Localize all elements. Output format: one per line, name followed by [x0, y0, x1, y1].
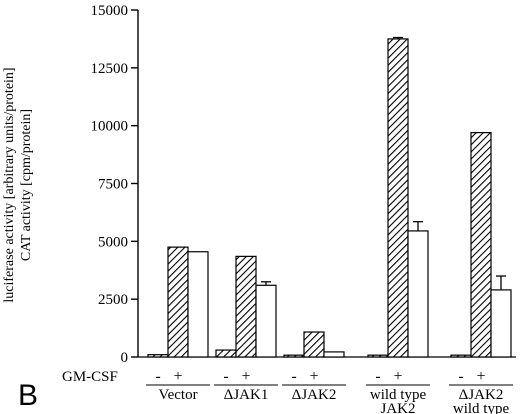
condition-sign-group1-1: -: [155, 368, 160, 385]
condition-sign-group4-2: +: [393, 368, 402, 385]
condition-sign-group4-1: -: [375, 368, 380, 385]
bar-group1-series2: [167, 246, 189, 358]
bar-group3-series1: [283, 354, 305, 358]
condition-sign-group5-1: -: [458, 368, 463, 385]
bar-group2-series1: [215, 349, 237, 358]
bar-group5-series3: [490, 289, 512, 358]
condition-sign-group3-2: +: [309, 368, 318, 385]
condition-sign-group3-1: -: [291, 368, 296, 385]
group-label-5-line-2: wild type: [453, 401, 510, 414]
y-tick-label-2500: 2500: [98, 292, 128, 308]
bar-group3-series2: [303, 331, 325, 358]
group-label-5-line-1: ΔJAK2: [459, 387, 504, 403]
y-tick-label-7500: 7500: [98, 177, 128, 193]
bar-group3-series3: [323, 351, 345, 358]
condition-sign-group1-2: +: [173, 368, 182, 385]
plot-area: 0 2500 5000 7500 10000 12500 15000 luciferase a…: [2, 3, 516, 414]
group-label-1-line-1: Vector: [158, 387, 197, 403]
group-label-3-line-1: ΔJAK2: [292, 387, 337, 403]
y-axis-label-line-2: CAT activity [cpm/protein]: [19, 109, 34, 261]
bar-group4-series3: [407, 230, 429, 358]
stimulus-label: GM-CSF: [62, 369, 118, 385]
bar-group1-series1: [147, 354, 169, 358]
condition-sign-group2-1: -: [223, 368, 228, 385]
bar-group4-series2: [387, 38, 409, 358]
bar-group2-series2: [235, 255, 257, 358]
condition-sign-group5-2: +: [476, 368, 485, 385]
group-label-4-line-1: wild type: [370, 387, 427, 403]
bar-group2-series3: [255, 284, 277, 358]
bar-group4-series1: [367, 354, 389, 358]
group-label-4-line-2: JAK2: [380, 401, 415, 414]
y-tick-label-12500: 12500: [91, 61, 129, 77]
bar-group1-series3: [187, 251, 209, 358]
y-axis-label-line-1: luciferase activity [arbitrary units/pro…: [2, 67, 17, 302]
bar-group5-series2: [470, 132, 492, 358]
condition-sign-group2-2: +: [241, 368, 250, 385]
y-tick-label-5000: 5000: [98, 234, 128, 250]
panel-label: B: [18, 379, 38, 412]
y-tick-label-15000: 15000: [91, 3, 129, 19]
bar-group5-series1: [450, 354, 472, 358]
group-label-2-line-1: ΔJAK1: [224, 387, 269, 403]
y-tick-label-10000: 10000: [91, 119, 129, 135]
y-tick-label-0: 0: [121, 350, 129, 366]
